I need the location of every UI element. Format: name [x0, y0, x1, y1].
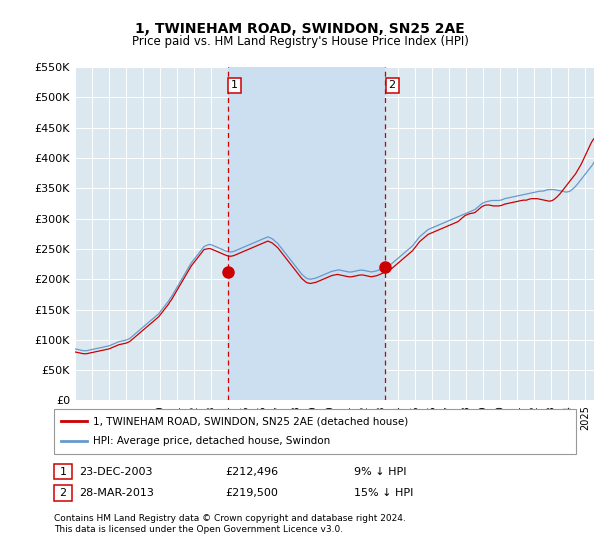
Text: 1, TWINEHAM ROAD, SWINDON, SN25 2AE (detached house): 1, TWINEHAM ROAD, SWINDON, SN25 2AE (det… — [93, 416, 408, 426]
Text: 2: 2 — [389, 81, 396, 90]
Text: £219,500: £219,500 — [225, 488, 278, 498]
Text: 1, TWINEHAM ROAD, SWINDON, SN25 2AE: 1, TWINEHAM ROAD, SWINDON, SN25 2AE — [135, 22, 465, 36]
Text: HPI: Average price, detached house, Swindon: HPI: Average price, detached house, Swin… — [93, 436, 330, 446]
Text: Price paid vs. HM Land Registry's House Price Index (HPI): Price paid vs. HM Land Registry's House … — [131, 35, 469, 48]
Text: 23-DEC-2003: 23-DEC-2003 — [79, 466, 152, 477]
Text: Contains HM Land Registry data © Crown copyright and database right 2024.: Contains HM Land Registry data © Crown c… — [54, 514, 406, 522]
Text: 1: 1 — [59, 466, 67, 477]
Text: 28-MAR-2013: 28-MAR-2013 — [79, 488, 154, 498]
Text: 9% ↓ HPI: 9% ↓ HPI — [354, 466, 407, 477]
Text: 2: 2 — [59, 488, 67, 498]
Text: 15% ↓ HPI: 15% ↓ HPI — [354, 488, 413, 498]
Text: £212,496: £212,496 — [225, 466, 278, 477]
Text: This data is licensed under the Open Government Licence v3.0.: This data is licensed under the Open Gov… — [54, 525, 343, 534]
Bar — [228, 67, 385, 400]
Text: 1: 1 — [231, 81, 238, 90]
